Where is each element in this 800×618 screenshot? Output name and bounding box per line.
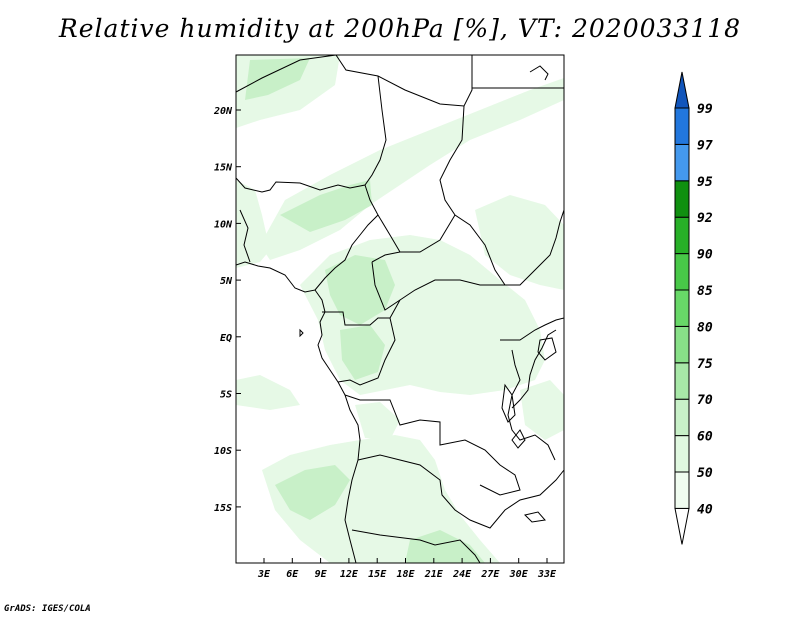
colorbar-label: 97 [697, 138, 713, 153]
border [500, 317, 564, 341]
lon-tick-label: 18E [396, 569, 415, 580]
country-borders [236, 55, 564, 563]
colorbar-segment [674, 362, 690, 400]
lon-tick-label: 3E [257, 569, 271, 580]
humidity-shading [236, 55, 564, 563]
colorbar-label: 95 [697, 175, 713, 190]
colorbar-segment [674, 216, 690, 255]
coastline [511, 329, 557, 409]
colorbar-label: 80 [697, 320, 713, 335]
lon-tick-label: 30E [509, 569, 529, 580]
lon-tick-label: 24E [452, 569, 472, 580]
colorbar-label: 40 [697, 502, 713, 517]
lake [524, 511, 546, 523]
humidity-region [325, 255, 395, 325]
colorbar-label: 50 [697, 466, 713, 481]
humidity-region [340, 325, 385, 380]
colorbar-label: 92 [697, 211, 713, 226]
lake [501, 383, 516, 423]
lat-tick-label: EQ [220, 333, 232, 344]
humidity-region [236, 180, 270, 268]
colorbar-label: 90 [697, 248, 713, 263]
lon-tick-label: 6E [286, 569, 299, 580]
lake [537, 337, 557, 361]
colorbar-segment [674, 143, 690, 182]
border [507, 349, 556, 461]
humidity-region [475, 195, 564, 290]
humidity-region [275, 465, 350, 520]
border [236, 75, 387, 193]
border [351, 529, 481, 563]
humidity-region [520, 380, 564, 440]
lon-tick-label: 9E [315, 569, 328, 580]
lat-tick-label: 10S [214, 446, 232, 457]
colorbar-label: 70 [697, 393, 713, 408]
colorbar-segment [674, 471, 690, 509]
lat-tick-label: 20N [213, 106, 233, 117]
lon-tick-label: 21E [424, 569, 444, 580]
island [299, 328, 304, 338]
lon-tick-label: 33E [537, 569, 557, 580]
border [357, 454, 564, 529]
border [439, 105, 564, 286]
humidity-region [280, 180, 372, 232]
colorbar-label: 75 [697, 357, 713, 372]
colorbar-segment [674, 435, 690, 473]
humidity-region [355, 402, 400, 440]
colorbar-segment [674, 180, 690, 218]
colorbar: 40 50 60 70 75 80 85 90 92 95 97 99 [674, 71, 713, 545]
lat-tick-label: 15N [214, 163, 233, 174]
lon-tick-label: 12E [340, 569, 359, 580]
lat-tick-label: 15S [214, 503, 232, 514]
colorbar-segment [674, 71, 690, 109]
latitude-ticks: 20N 15N 10N 5N EQ 5S 10S 15S [213, 106, 241, 514]
humidity-region [405, 530, 485, 563]
colorbar-segment [674, 398, 690, 437]
colorbar-segment [674, 507, 690, 545]
colorbar-label: 85 [697, 284, 713, 299]
lon-tick-label: 27E [480, 569, 500, 580]
coastline [236, 261, 361, 563]
lat-tick-label: 5N [220, 276, 233, 287]
border [371, 251, 505, 311]
colorbar-segment [674, 289, 690, 327]
border [239, 209, 251, 263]
border [337, 317, 396, 386]
colorbar-segment [674, 107, 690, 145]
grads-credit: GrADS: IGES/COLA [4, 604, 91, 614]
longitude-ticks: 3E 6E 9E 12E 15E 18E 21E 24E 27E 30E 33E [257, 558, 557, 580]
humidity-region [236, 375, 300, 410]
colorbar-label: 60 [697, 430, 713, 445]
colorbar-segment [674, 253, 690, 291]
lake [511, 429, 526, 449]
colorbar-label: 99 [697, 102, 713, 117]
map-title: Relative humidity at 200hPa [%], VT: 202… [58, 14, 742, 43]
humidity-region [245, 58, 310, 100]
colorbar-segment [674, 325, 690, 364]
border [377, 214, 456, 253]
lon-tick-label: 15E [368, 569, 387, 580]
border [236, 55, 473, 107]
border [344, 394, 521, 496]
border [314, 184, 379, 291]
map-frame [235, 54, 565, 564]
lat-tick-label: 10N [214, 219, 233, 230]
lat-tick-label: 5S [220, 390, 232, 401]
coastline [529, 65, 549, 81]
